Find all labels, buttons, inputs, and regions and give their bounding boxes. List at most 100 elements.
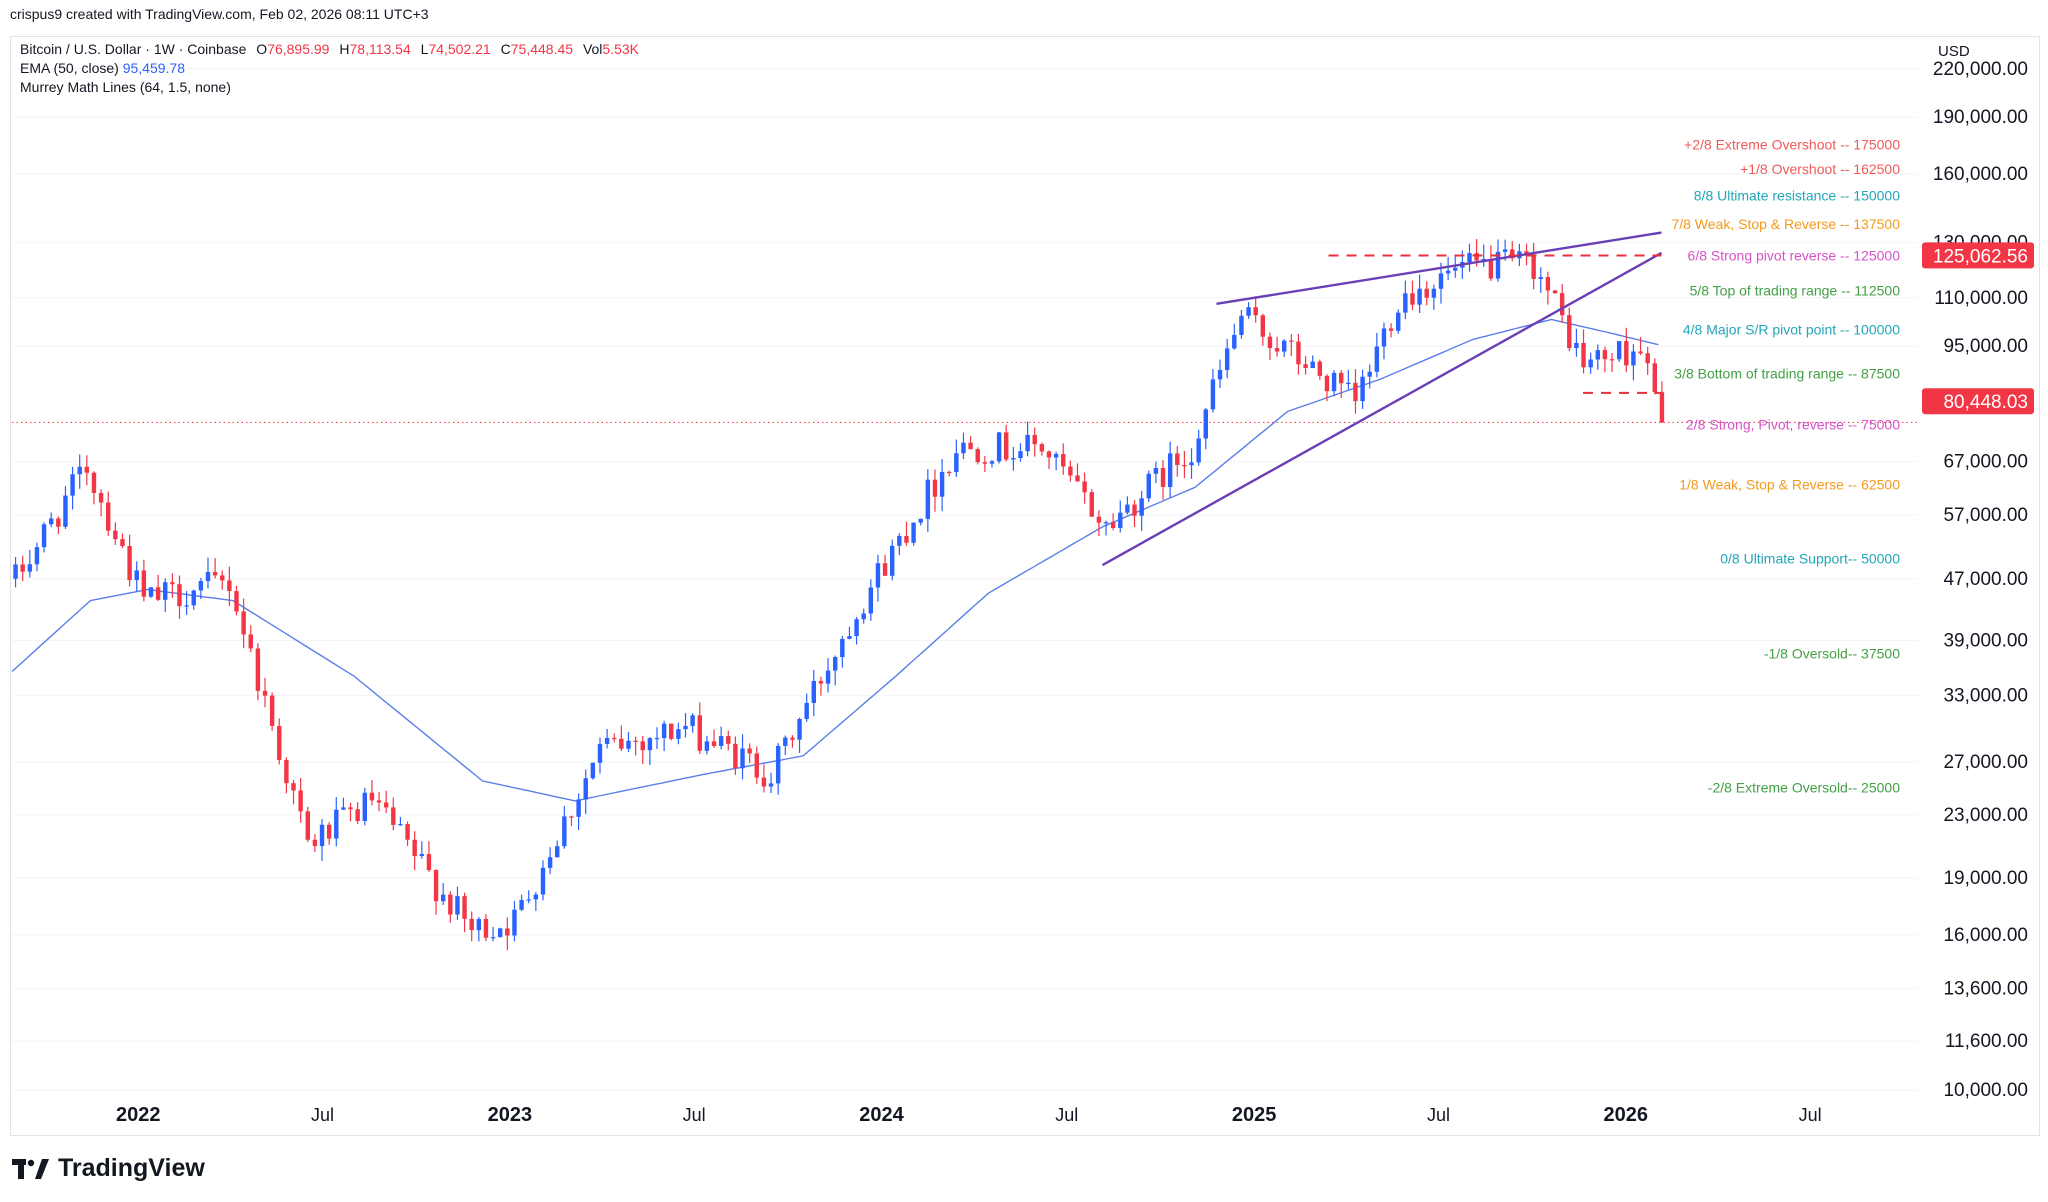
candle-body	[904, 535, 909, 543]
murrey-level-label: 0/8 Ultimate Support-- 50000	[1720, 550, 1900, 566]
x-tick-label: Jul	[683, 1105, 706, 1125]
high-key: H	[339, 41, 350, 57]
candle-body	[640, 741, 645, 751]
candle-body	[1146, 473, 1151, 499]
candle-body	[127, 546, 132, 581]
candle-body	[654, 738, 660, 740]
candle-body	[98, 492, 104, 503]
candle-body	[1125, 504, 1130, 513]
price-tag-box	[1922, 388, 2034, 415]
candle-body	[1552, 290, 1558, 294]
candle-body	[619, 738, 624, 749]
candle-body	[1025, 434, 1030, 452]
candle-body	[954, 453, 959, 473]
candle-body	[305, 811, 310, 840]
wedge-upper-line	[1216, 231, 1662, 306]
candle-body	[1652, 363, 1658, 393]
candle-body	[269, 695, 275, 726]
candle-body	[212, 571, 218, 576]
low-key: L	[420, 41, 429, 57]
candle-body	[1495, 251, 1501, 279]
open-key: O	[256, 41, 268, 57]
candle-body	[1253, 307, 1258, 316]
candle-body	[1510, 249, 1515, 259]
candle-body	[1367, 371, 1372, 377]
y-tick-label: 39,000.00	[1943, 630, 2028, 651]
candle-body	[412, 839, 417, 857]
price-tag-label: 125,062.56	[1933, 246, 2028, 267]
candle-body	[48, 518, 54, 525]
legend-ema-row: EMA (50, close) 95,459.78	[20, 59, 639, 78]
candle-body	[1488, 258, 1494, 279]
candle-body	[882, 563, 888, 576]
candle-body	[334, 809, 339, 839]
candle-body	[832, 657, 838, 671]
candle-body	[1331, 372, 1337, 392]
candle-body	[1424, 288, 1429, 298]
candle-body	[205, 571, 211, 582]
candle-body	[91, 472, 97, 493]
candle-body	[768, 783, 774, 787]
tradingview-logo[interactable]: TradingView	[12, 1154, 205, 1183]
candle-body	[1310, 361, 1315, 369]
candle-body	[41, 524, 47, 548]
candle-body	[690, 715, 695, 726]
candle-body	[1274, 348, 1280, 352]
candle-body	[341, 807, 346, 810]
y-tick-label: 13,600.00	[1943, 979, 2028, 1000]
candle-body	[13, 564, 18, 579]
candle-body	[248, 634, 253, 649]
candle-body	[1210, 379, 1216, 410]
x-tick-label: 2023	[488, 1104, 533, 1126]
open-value: 76,895.99	[267, 41, 330, 57]
y-tick-label: 16,000.00	[1943, 925, 2028, 946]
murrey-level-label: 4/8 Major S/R pivot point -- 100000	[1683, 321, 1900, 337]
candle-body	[1659, 392, 1665, 423]
candle-body	[362, 792, 368, 822]
murrey-level-label: -1/8 Oversold-- 37500	[1764, 645, 1900, 661]
candles	[13, 239, 1665, 951]
y-tick-label: 57,000.00	[1943, 505, 2028, 526]
candle-body	[505, 928, 510, 936]
candle-body	[398, 824, 403, 826]
candle-body	[469, 918, 474, 931]
ema-path	[11, 318, 1659, 802]
candle-body	[1296, 341, 1301, 365]
candle-body	[1039, 444, 1045, 452]
candle-body	[669, 723, 674, 739]
candle-body	[191, 590, 196, 606]
ema-label[interactable]: EMA (50, close)	[20, 60, 119, 76]
candle-body	[326, 824, 332, 839]
candle-body	[376, 800, 382, 803]
candle-body	[113, 530, 118, 540]
candle-body	[1110, 522, 1116, 528]
candle-body	[818, 680, 824, 684]
brand-name: TradingView	[58, 1154, 205, 1182]
candle-body	[355, 809, 360, 822]
candle-body	[1153, 468, 1159, 474]
murrey-label[interactable]: Murrey Math Lines (64, 1.5, none)	[20, 79, 231, 95]
candle-body	[526, 899, 531, 901]
candle-body	[1118, 512, 1123, 528]
murrey-level-label: +1/8 Overshoot -- 162500	[1740, 161, 1900, 177]
candle-body	[840, 638, 845, 658]
candle-body	[704, 741, 710, 751]
candle-body	[711, 741, 717, 746]
candle-body	[939, 471, 945, 497]
murrey-level-label: +2/8 Extreme Overshoot -- 175000	[1684, 136, 1900, 152]
dashed-levels	[1328, 254, 1662, 394]
candle-body	[262, 690, 268, 696]
y-tick-label: 110,000.00	[1934, 288, 2028, 309]
candle-body	[697, 715, 702, 751]
candle-body	[319, 824, 325, 847]
price-chart[interactable]: +2/8 Extreme Overshoot -- 175000 +1/8 Ove…	[0, 0, 2048, 1140]
candle-body	[1239, 315, 1244, 335]
symbol-label[interactable]: Bitcoin / U.S. Dollar · 1W · Coinbase	[20, 41, 247, 57]
candle-body	[775, 745, 781, 784]
candle-body	[1224, 348, 1230, 370]
candle-body	[847, 636, 852, 639]
candle-body	[1339, 372, 1344, 384]
candle-body	[1574, 342, 1579, 349]
candle-body	[889, 545, 895, 576]
candle-body	[1068, 466, 1073, 476]
